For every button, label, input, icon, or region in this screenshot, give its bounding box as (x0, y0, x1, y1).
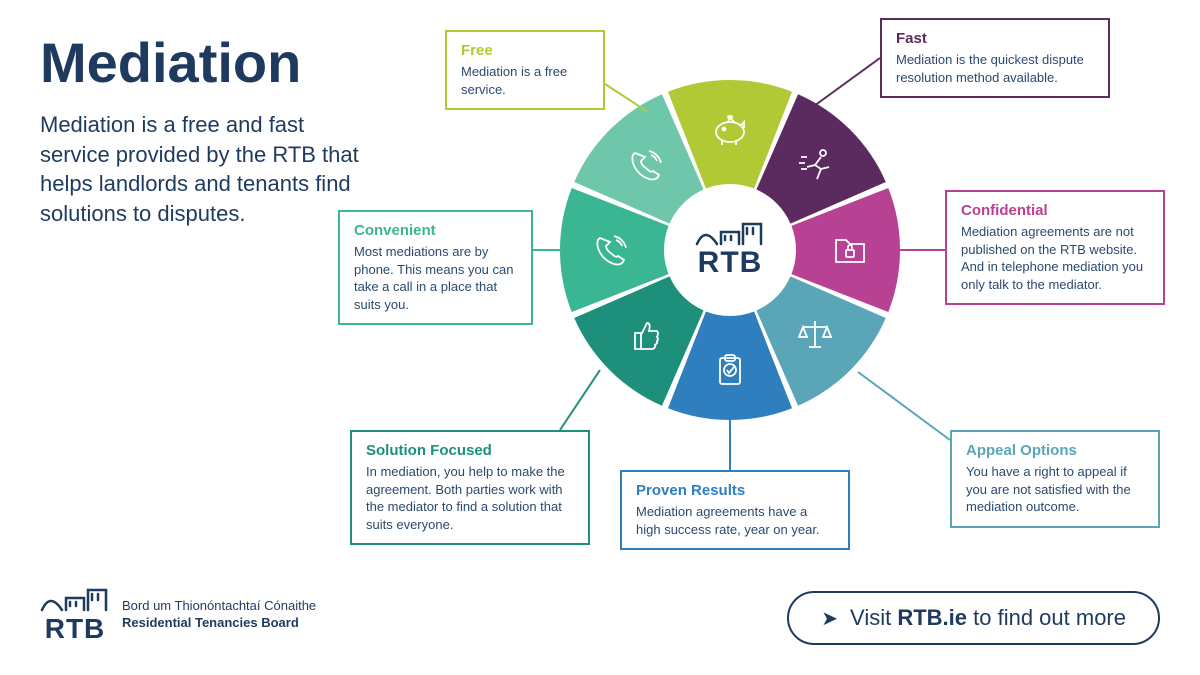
cursor-icon: ➤ (821, 606, 838, 631)
callout-title: Appeal Options (966, 442, 1144, 459)
callout-solution: Solution Focused In mediation, you help t… (350, 430, 590, 545)
mediation-donut-chart: RTB (560, 80, 900, 420)
center-logo-text: RTB (698, 246, 763, 280)
callout-title: Confidential (961, 202, 1149, 219)
callout-body: Mediation is a free service. (461, 63, 589, 98)
piggy-icon (709, 109, 751, 151)
callout-body: Mediation agreements have a high success… (636, 503, 834, 538)
lock-folder-icon (829, 229, 871, 271)
callout-title: Convenient (354, 222, 517, 239)
callout-body: You have a right to appeal if you are no… (966, 463, 1144, 516)
footer-logo-caption: Bord um Thionóntachtaí Cónaithe Resident… (122, 598, 316, 632)
callout-body: Mediation agreements are not published o… (961, 223, 1149, 293)
clipboard-check-icon (709, 349, 751, 391)
callout-proven: Proven Results Mediation agreements have … (620, 470, 850, 550)
callout-body: Most mediations are by phone. This means… (354, 243, 517, 313)
phone-icon (589, 229, 631, 271)
callout-convenient: Convenient Most mediations are by phone. … (338, 210, 533, 325)
page-title: Mediation (40, 30, 301, 95)
center-logo: RTB (665, 185, 795, 315)
callout-appeal: Appeal Options You have a right to appeal… (950, 430, 1160, 528)
callout-title: Fast (896, 30, 1094, 47)
callout-body: In mediation, you help to make the agree… (366, 463, 574, 533)
callout-fast: Fast Mediation is the quickest dispute re… (880, 18, 1110, 98)
thumbs-up-icon (624, 314, 666, 356)
footer-logo: RTB Bord um Thionóntachtaí Cónaithe Resi… (40, 585, 316, 645)
scales-icon (794, 314, 836, 356)
callout-free: Free Mediation is a free service. (445, 30, 605, 110)
footer-logo-abbr: RTB (45, 613, 106, 645)
callout-body: Mediation is the quickest dispute resolu… (896, 51, 1094, 86)
runner-icon (794, 144, 836, 186)
callout-confidential: Confidential Mediation agreements are not… (945, 190, 1165, 305)
page-subtitle: Mediation is a free and fast service pro… (40, 110, 360, 229)
cta-text: Visit RTB.ie to find out more (850, 605, 1126, 631)
callout-title: Free (461, 42, 589, 59)
callout-title: Solution Focused (366, 442, 574, 459)
visit-cta[interactable]: ➤ Visit RTB.ie to find out more (787, 591, 1160, 645)
callout-title: Proven Results (636, 482, 834, 499)
phone-icon (624, 144, 666, 186)
